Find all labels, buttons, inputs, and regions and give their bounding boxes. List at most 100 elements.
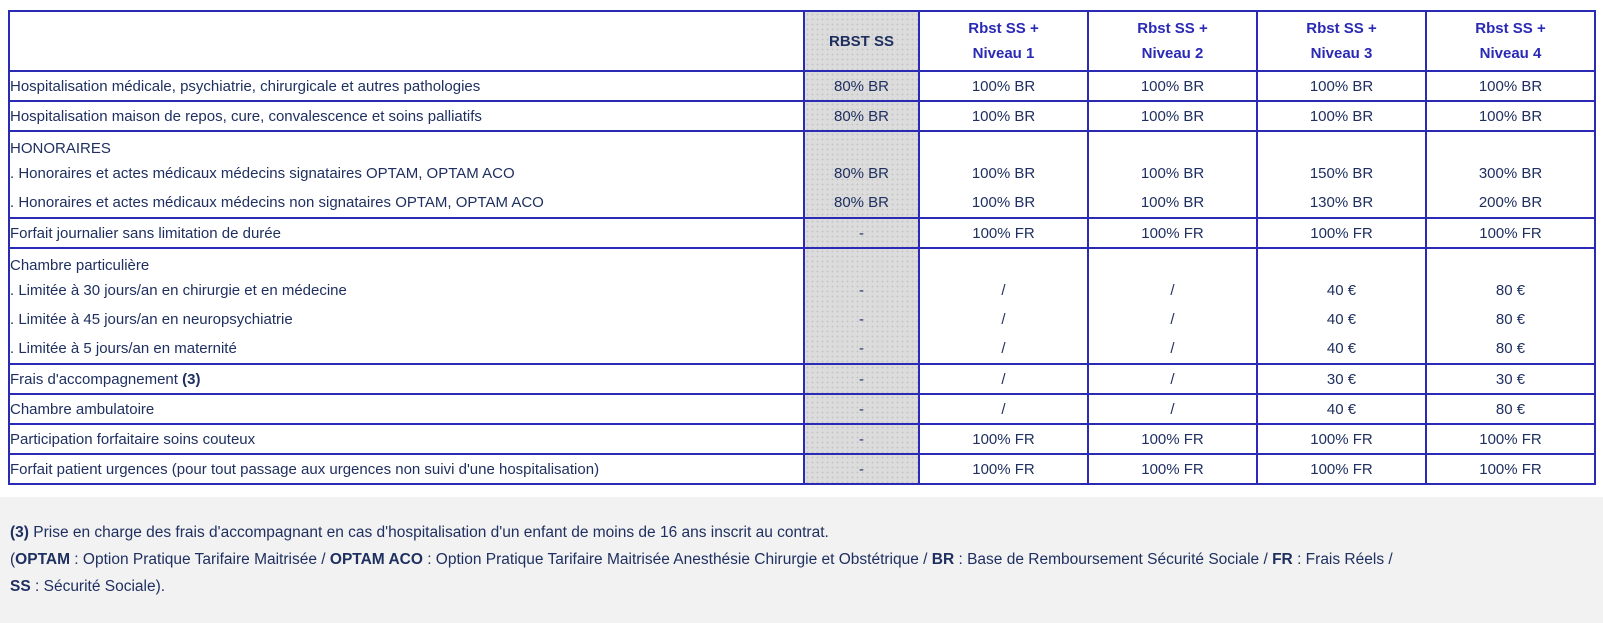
value-cell: 100% FR (918, 423, 1089, 455)
value-cell: 100% FR (1425, 217, 1596, 249)
table-row: Hospitalisation maison de repos, cure, c… (8, 100, 1596, 132)
cell-line: 40 € (1326, 311, 1357, 328)
value-cell: 40 € 40 € 40 € (1256, 247, 1427, 365)
value-cell: / (1087, 393, 1258, 425)
cell-line: 100% BR (1140, 194, 1205, 211)
value-cell: 100% FR (1256, 217, 1427, 249)
column-header-label: Niveau 2 (1141, 45, 1204, 62)
column-header-rbst-ss: RBST SS (803, 10, 920, 72)
row-label-cell: Hospitalisation médicale, psychiatrie, c… (8, 70, 805, 102)
cell-line: 80 € (1495, 282, 1526, 299)
cell-line: HONORAIRES (10, 140, 111, 157)
column-header-label: Rbst SS + (1475, 20, 1546, 37)
column-header-label: Niveau 1 (972, 45, 1035, 62)
cell-line: . Honoraires et actes médicaux médecins … (10, 165, 515, 182)
value-cell: 80% BR 80% BR (803, 130, 920, 219)
table-row: Participation forfaitaire soins couteux -… (8, 423, 1596, 455)
cell-line: 40 € (1326, 282, 1357, 299)
value-cell: 100% BR 100% BR (1087, 130, 1258, 219)
value-cell: 100% FR (1087, 217, 1258, 249)
value-cell: 100% FR (1425, 453, 1596, 485)
value-cell: 100% FR (1256, 423, 1427, 455)
value-cell: 30 € (1256, 363, 1427, 395)
value-cell: / / / (918, 247, 1089, 365)
table-row: Frais d'accompagnement (3) - //30 €30 € (8, 363, 1596, 395)
value-cell: - (803, 453, 920, 485)
cell-line: / (1001, 282, 1006, 299)
value-cell: - (803, 393, 920, 425)
table-row: Forfait patient urgences (pour tout pass… (8, 453, 1596, 485)
cell-line: 130% BR (1309, 194, 1374, 211)
cell-line: / (1001, 311, 1006, 328)
column-header-label: Niveau 3 (1310, 45, 1373, 62)
row-label-cell: Participation forfaitaire soins couteux (8, 423, 805, 455)
row-label-cell: Frais d'accompagnement (3) (8, 363, 805, 395)
value-cell: 40 € (1256, 393, 1427, 425)
benefits-table: RBST SS Rbst SS + Niveau 1 Rbst SS + Niveau … (8, 10, 1596, 485)
value-cell: 100% FR (1087, 453, 1258, 485)
table-row: HONORAIRES . Honoraires et actes médicaux… (8, 130, 1596, 219)
cell-line: / (1170, 282, 1175, 299)
value-cell: 30 € (1425, 363, 1596, 395)
table-header: RBST SS Rbst SS + Niveau 1 Rbst SS + Niveau … (8, 10, 1596, 72)
cell-line: 80 € (1495, 311, 1526, 328)
footnote-abbreviations-line-2: SS : Sécurité Sociale). (10, 578, 166, 595)
cell-line: / (1170, 340, 1175, 357)
column-header-niveau-4: Rbst SS + Niveau 4 (1425, 10, 1596, 72)
column-header-label: Rbst SS + (968, 20, 1039, 37)
value-cell: 300% BR 200% BR (1425, 130, 1596, 219)
cell-line (921, 250, 1086, 276)
cell-line: - (859, 340, 864, 357)
cell-line (1090, 133, 1255, 159)
value-cell: / (918, 393, 1089, 425)
value-cell: 80 € 80 € 80 € (1425, 247, 1596, 365)
cell-line (1259, 250, 1424, 276)
column-header-label: RBST SS (828, 32, 894, 50)
value-cell: 150% BR 130% BR (1256, 130, 1427, 219)
table-row: Chambre ambulatoire - //40 €80 € (8, 393, 1596, 425)
cell-line: . Limitée à 30 jours/an en chirurgie et … (10, 282, 347, 299)
cell-line: / (1001, 340, 1006, 357)
value-cell: 100% BR (1425, 70, 1596, 102)
cell-line (1090, 250, 1255, 276)
cell-line: 80% BR (833, 194, 890, 211)
column-header-label: Niveau 4 (1479, 45, 1542, 62)
column-header-label: Rbst SS + (1137, 20, 1208, 37)
cell-line: 200% BR (1478, 194, 1543, 211)
value-cell: - (803, 363, 920, 395)
table-row: Hospitalisation médicale, psychiatrie, c… (8, 70, 1596, 102)
value-cell: 80 € (1425, 393, 1596, 425)
header-row: RBST SS Rbst SS + Niveau 1 Rbst SS + Niveau … (8, 10, 1596, 72)
footnote-abbreviations-line-1: (OPTAM : Option Pratique Tarifaire Maitr… (10, 551, 1393, 568)
cell-line: 150% BR (1309, 165, 1374, 182)
value-cell: 100% BR (1087, 100, 1258, 132)
value-cell: 80% BR (803, 70, 920, 102)
value-cell: 100% BR (1087, 70, 1258, 102)
value-cell: 100% BR (1256, 70, 1427, 102)
cell-line: . Limitée à 5 jours/an en maternité (10, 340, 237, 357)
cell-line (806, 250, 917, 276)
footnote-3: (3) Prise en charge des frais d'accompag… (10, 524, 829, 541)
cell-line: / (1170, 311, 1175, 328)
table-row: Forfait journalier sans limitation de du… (8, 217, 1596, 249)
column-header-label: Rbst SS + (1306, 20, 1377, 37)
value-cell: 80% BR (803, 100, 920, 132)
cell-line: 300% BR (1478, 165, 1543, 182)
row-label-cell: Forfait journalier sans limitation de du… (8, 217, 805, 249)
value-cell: 100% FR (1256, 453, 1427, 485)
value-cell: 100% FR (918, 453, 1089, 485)
cell-line: 80 € (1495, 340, 1526, 357)
column-header-niveau-3: Rbst SS + Niveau 3 (1256, 10, 1427, 72)
cell-line: 100% BR (971, 194, 1036, 211)
cell-line: 100% BR (971, 165, 1036, 182)
row-label-cell: Forfait patient urgences (pour tout pass… (8, 453, 805, 485)
table-body: Hospitalisation médicale, psychiatrie, c… (8, 70, 1596, 485)
value-cell: - (803, 217, 920, 249)
value-cell: 100% BR (918, 100, 1089, 132)
value-cell: 100% FR (1425, 423, 1596, 455)
cell-line (806, 133, 917, 159)
value-cell: 100% BR (1425, 100, 1596, 132)
cell-line (1428, 250, 1593, 276)
cell-line: 80% BR (833, 165, 890, 182)
